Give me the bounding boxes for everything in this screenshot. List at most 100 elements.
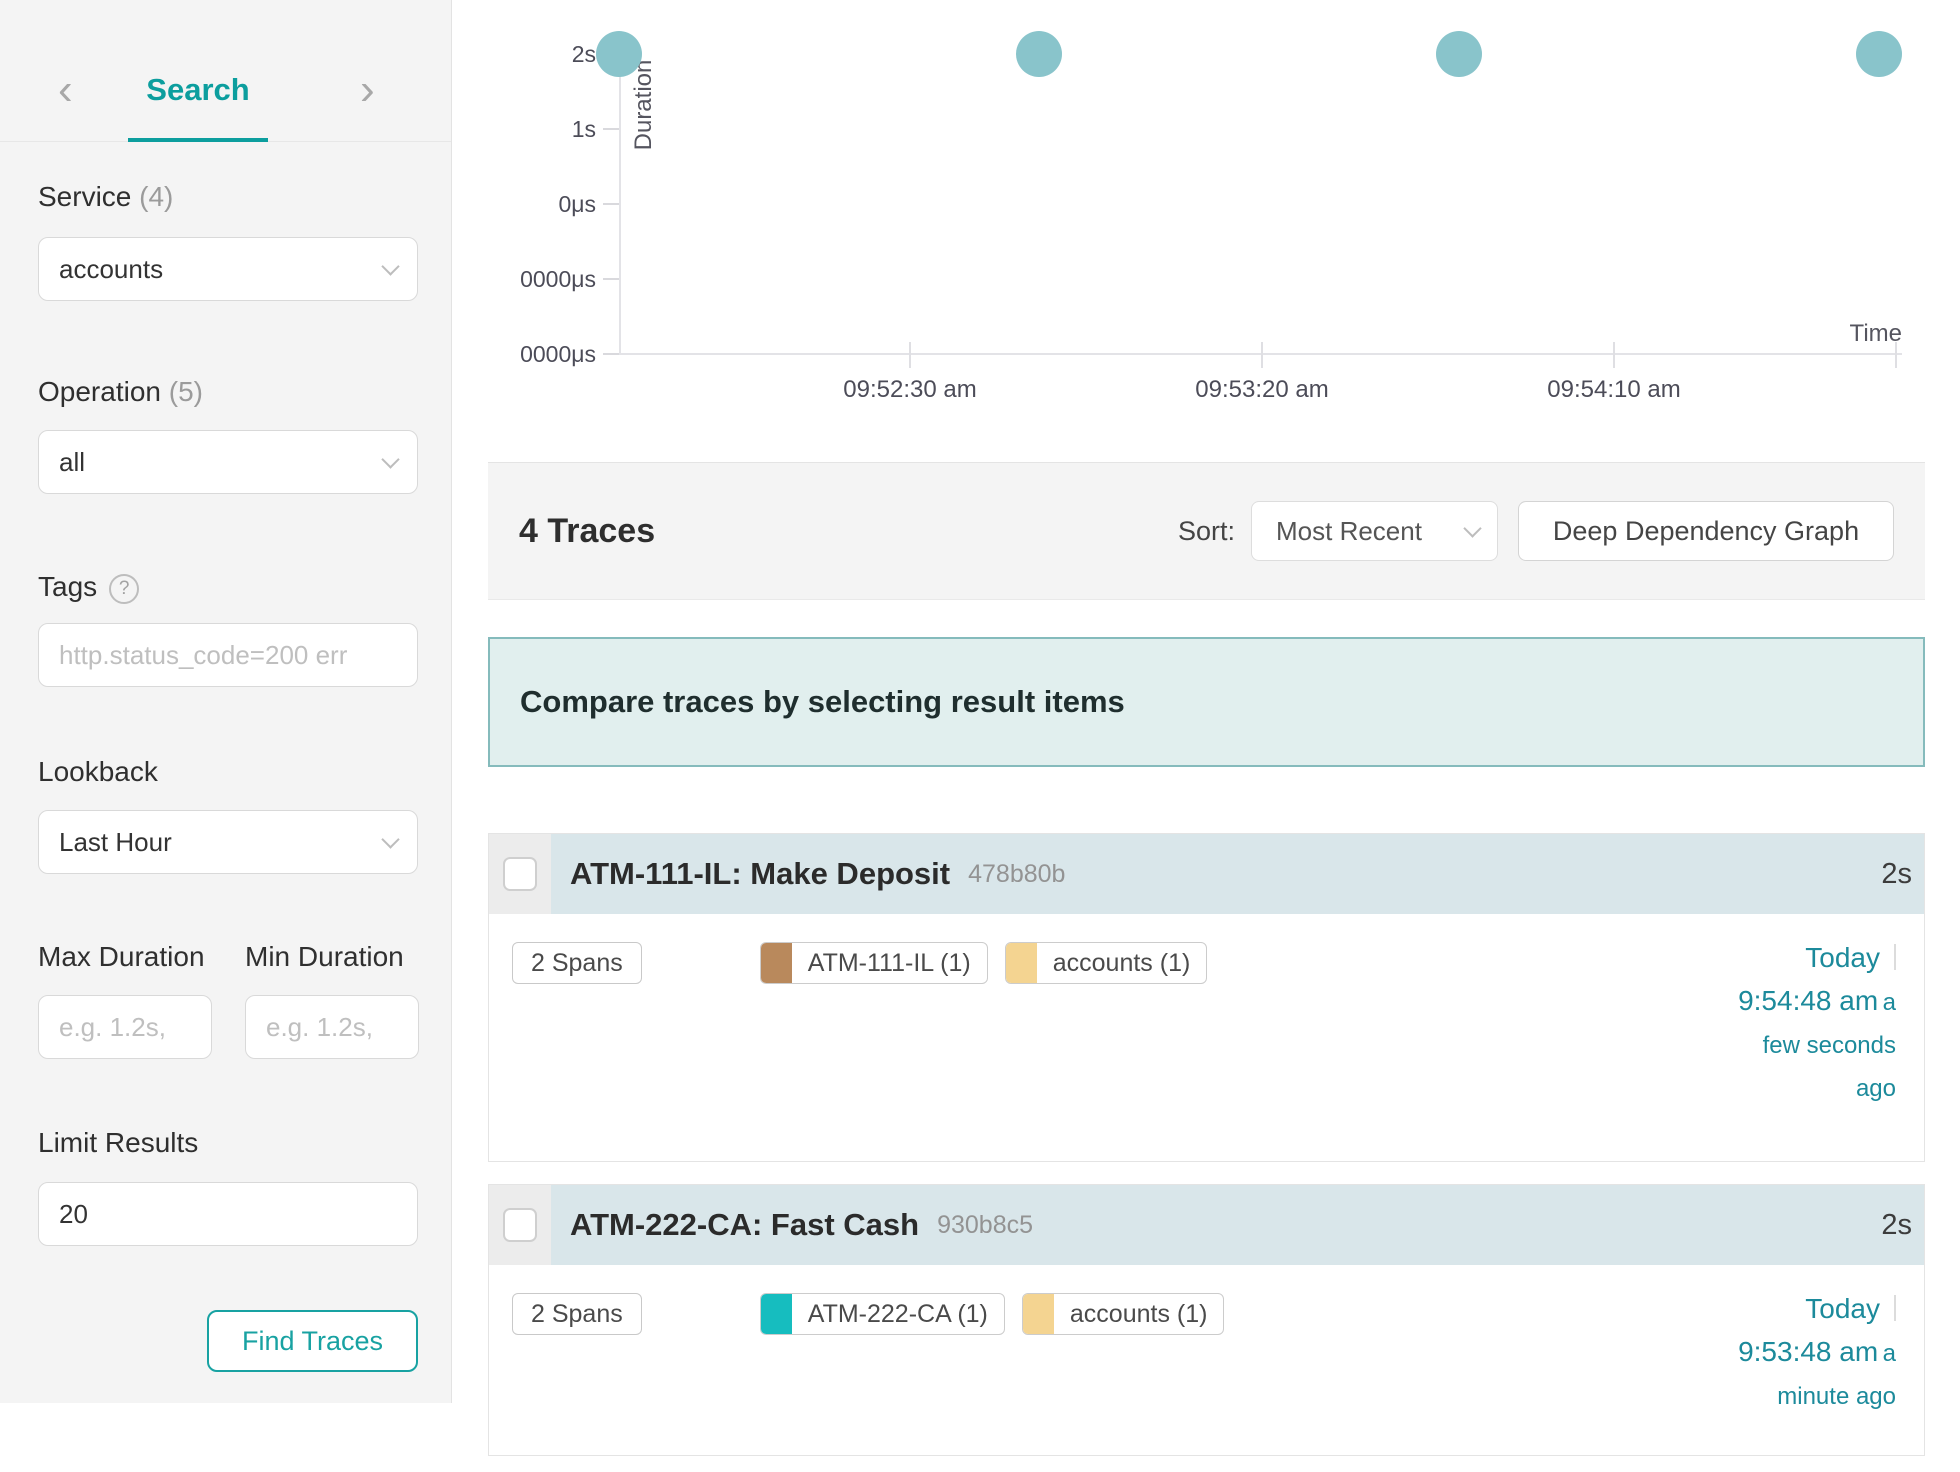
- main-content: 2s 1s 0μs 0000μs 0000μs Duration 09:52:3…: [488, 0, 1925, 1472]
- trace-card: ATM-111-IL: Make Deposit 478b80b 2s 2 Sp…: [488, 833, 1925, 1162]
- operation-count: (5): [168, 376, 203, 407]
- y-tick-label: 2s: [571, 41, 596, 67]
- trace-time: 9:54:48 am: [1738, 985, 1879, 1016]
- service-color-chip: [760, 1294, 792, 1334]
- tab-active-underline: [128, 138, 268, 142]
- duration-scatter-chart: 2s 1s 0μs 0000μs 0000μs Duration 09:52:3…: [488, 0, 1925, 462]
- y-tick: [603, 278, 619, 280]
- sidebar-tabbar: ‹ Search ›: [0, 0, 451, 142]
- sort-select[interactable]: Most Recent: [1251, 501, 1498, 561]
- tab-search[interactable]: Search: [146, 72, 250, 107]
- x-tick-label: 09:54:10 am: [1547, 376, 1681, 403]
- tags-label-text: Tags: [38, 571, 98, 602]
- max-duration-label: Max Duration: [38, 941, 205, 972]
- checkbox-cell: [489, 834, 551, 914]
- operation-select-value: all: [59, 446, 86, 477]
- compare-banner-text: Compare traces by selecting result items: [520, 684, 1125, 719]
- chevron-down-icon: [381, 829, 400, 849]
- service-tag: ATM-222-CA (1): [759, 1293, 1005, 1335]
- x-tick: [1261, 342, 1263, 368]
- operation-select[interactable]: all: [38, 430, 418, 494]
- service-tag: ATM-111-IL (1): [759, 942, 988, 984]
- trace-count: 4 Traces: [519, 511, 656, 550]
- x-tick: [1613, 342, 1615, 368]
- x-tick: [1895, 342, 1897, 368]
- service-tag-label: ATM-222-CA (1): [807, 1299, 988, 1328]
- trace-id: 930b8c5: [937, 1210, 1034, 1239]
- service-tag: accounts (1): [1021, 1293, 1225, 1335]
- find-traces-button[interactable]: Find Traces: [207, 1310, 418, 1372]
- lookback-select-value: Last Hour: [59, 826, 172, 857]
- lookback-select[interactable]: Last Hour: [38, 810, 418, 874]
- chevron-down-icon: [381, 256, 400, 276]
- trace-id: 478b80b: [968, 859, 1066, 888]
- scatter-dot[interactable]: [596, 31, 642, 77]
- y-tick-label: 0000μs: [520, 266, 596, 292]
- min-duration-input[interactable]: [245, 995, 419, 1059]
- x-tick-label: 09:53:20 am: [1195, 376, 1329, 403]
- chevron-down-icon: [381, 449, 400, 469]
- y-axis: [619, 40, 621, 355]
- help-icon[interactable]: ?: [109, 574, 140, 604]
- sort-select-value: Most Recent: [1276, 515, 1422, 546]
- y-tick-label: 1s: [571, 116, 596, 142]
- service-count: (4): [139, 181, 174, 212]
- sort-label: Sort:: [1177, 515, 1235, 546]
- chevron-left-icon[interactable]: ‹: [58, 65, 73, 114]
- trace-card-header-body: ATM-222-CA: Fast Cash 930b8c5 2s: [551, 1185, 1924, 1265]
- deep-dependency-graph-button[interactable]: Deep Dependency Graph: [1518, 501, 1894, 561]
- scatter-dot[interactable]: [1856, 31, 1902, 77]
- x-tick: [909, 342, 911, 368]
- compare-banner: Compare traces by selecting result items: [488, 637, 1925, 767]
- limit-results-label: Limit Results: [38, 1127, 199, 1158]
- trace-time-block: Today 9:54:48 am a few seconds ago: [1731, 936, 1896, 1110]
- service-select-value: accounts: [59, 253, 164, 284]
- trace-title[interactable]: ATM-222-CA: Fast Cash: [570, 1207, 920, 1242]
- trace-card-header[interactable]: ATM-111-IL: Make Deposit 478b80b 2s: [489, 834, 1924, 914]
- trace-relative-time: a few seconds ago: [1762, 989, 1896, 1102]
- min-duration-label: Min Duration: [245, 941, 404, 972]
- trace-relative-time: a minute ago: [1777, 1340, 1896, 1410]
- service-color-chip: [1005, 943, 1037, 983]
- trace-card: ATM-222-CA: Fast Cash 930b8c5 2s 2 Spans…: [488, 1184, 1925, 1456]
- trace-duration: 2s: [1881, 857, 1912, 890]
- chevron-down-icon: [1463, 518, 1482, 538]
- y-tick-label: 0000μs: [520, 341, 596, 367]
- service-select[interactable]: accounts: [38, 237, 418, 301]
- service-color-chip: [1022, 1294, 1054, 1334]
- service-color-chip: [760, 943, 792, 983]
- limit-results-input[interactable]: [38, 1182, 418, 1246]
- max-duration-input[interactable]: [38, 995, 212, 1059]
- x-tick-label: 09:52:30 am: [843, 376, 977, 403]
- trace-card-header[interactable]: ATM-222-CA: Fast Cash 930b8c5 2s: [489, 1185, 1924, 1265]
- trace-duration: 2s: [1881, 1208, 1912, 1241]
- service-tag: accounts (1): [1004, 942, 1208, 984]
- chevron-right-icon[interactable]: ›: [360, 65, 375, 114]
- tags-input[interactable]: [38, 623, 418, 687]
- scatter-dot[interactable]: [1016, 31, 1062, 77]
- operation-label-text: Operation: [38, 376, 161, 407]
- y-tick-label: 0μs: [558, 191, 596, 217]
- trace-checkbox[interactable]: [503, 857, 537, 891]
- service-tag-label: ATM-111-IL (1): [807, 948, 971, 977]
- y-tick: [603, 128, 619, 130]
- trace-checkbox[interactable]: [503, 1208, 537, 1242]
- span-count-badge: 2 Spans: [512, 1293, 642, 1335]
- trace-card-body: 2 Spans ATM-111-IL (1) accounts (1) Toda…: [489, 914, 1924, 1161]
- scatter-dot[interactable]: [1436, 31, 1482, 77]
- divider: [1894, 944, 1896, 970]
- service-tag-label: accounts (1): [1052, 948, 1191, 977]
- trace-title[interactable]: ATM-111-IL: Make Deposit: [570, 856, 951, 891]
- x-axis: [619, 353, 1902, 355]
- trace-date: Today: [1805, 942, 1880, 973]
- lookback-label: Lookback: [38, 756, 158, 787]
- y-tick: [603, 353, 619, 355]
- service-label-text: Service: [38, 181, 132, 212]
- divider: [1894, 1295, 1896, 1321]
- trace-time-block: Today 9:53:48 am a minute ago: [1731, 1287, 1896, 1418]
- trace-card-header-body: ATM-111-IL: Make Deposit 478b80b 2s: [551, 834, 1924, 914]
- search-sidebar: ‹ Search › Service (4) accounts Operatio…: [0, 0, 452, 1403]
- trace-date: Today: [1805, 1293, 1880, 1324]
- results-header: 4 Traces Sort: Most Recent Deep Dependen…: [488, 462, 1925, 600]
- operation-label: Operation (5): [38, 375, 203, 409]
